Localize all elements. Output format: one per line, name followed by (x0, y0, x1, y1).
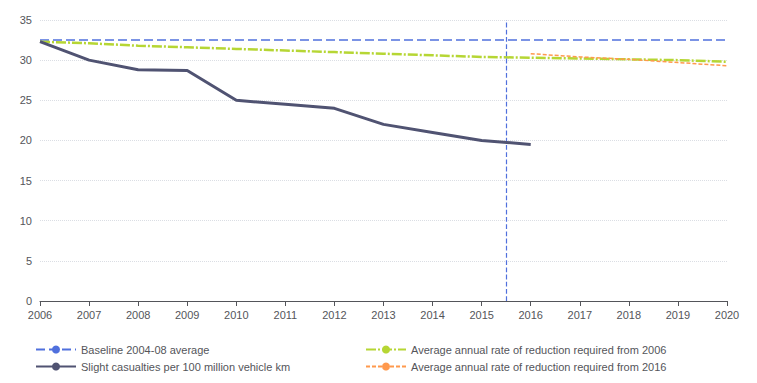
svg-text:Slight casualties per 100 mill: Slight casualties per 100 million vehicl… (81, 361, 290, 373)
svg-text:2019: 2019 (666, 309, 690, 321)
svg-text:0: 0 (26, 295, 32, 307)
svg-text:2014: 2014 (420, 309, 444, 321)
svg-text:2009: 2009 (175, 309, 199, 321)
svg-text:Average annual rate of reducti: Average annual rate of reduction require… (411, 344, 666, 356)
svg-text:2016: 2016 (518, 309, 542, 321)
svg-text:30: 30 (20, 54, 32, 66)
svg-text:10: 10 (20, 215, 32, 227)
svg-text:2007: 2007 (77, 309, 101, 321)
svg-text:2010: 2010 (224, 309, 248, 321)
svg-text:20: 20 (20, 134, 32, 146)
svg-text:2012: 2012 (322, 309, 346, 321)
svg-text:2015: 2015 (469, 309, 493, 321)
svg-text:2006: 2006 (28, 309, 52, 321)
svg-text:Baseline 2004-08 average: Baseline 2004-08 average (81, 344, 209, 356)
svg-text:35: 35 (20, 14, 32, 26)
svg-text:2018: 2018 (617, 309, 641, 321)
svg-text:2008: 2008 (126, 309, 150, 321)
svg-text:25: 25 (20, 94, 32, 106)
svg-text:2020: 2020 (715, 309, 739, 321)
svg-text:15: 15 (20, 175, 32, 187)
svg-text:2011: 2011 (274, 309, 298, 321)
svg-text:2017: 2017 (568, 309, 592, 321)
svg-text:5: 5 (26, 255, 32, 267)
svg-text:2013: 2013 (371, 309, 395, 321)
svg-text:Average annual rate of reducti: Average annual rate of reduction require… (411, 361, 666, 373)
